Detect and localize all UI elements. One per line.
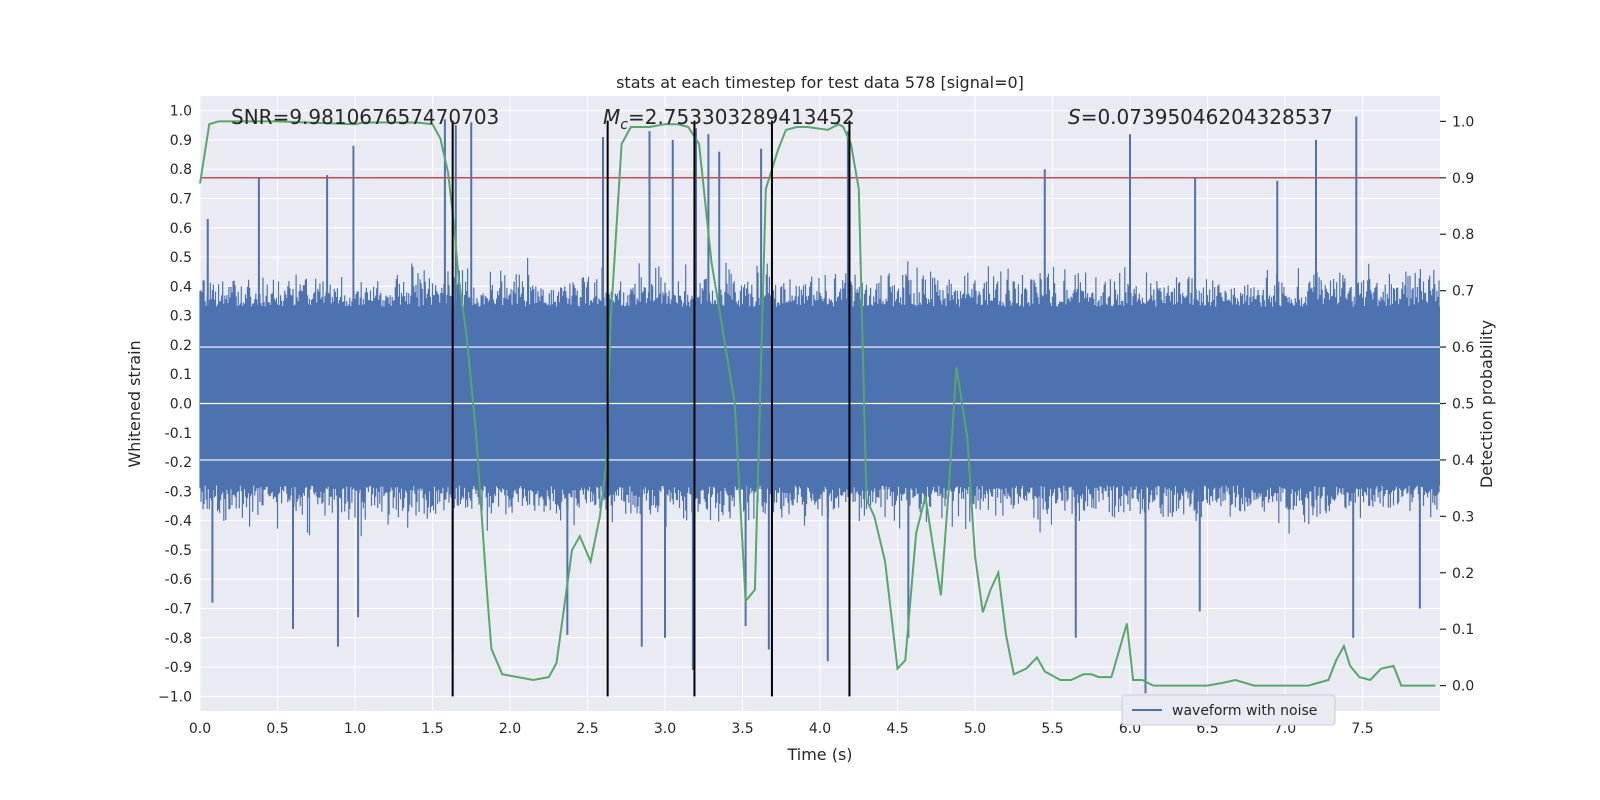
y-tick-label-left: -0.3: [165, 484, 192, 500]
y-tick-label-left: -0.6: [165, 572, 192, 588]
y-tick-label-left: 1.0: [170, 104, 192, 120]
x-tick-label: 0.0: [189, 721, 211, 737]
y-tick-label-left: 0.6: [170, 221, 192, 237]
x-tick-label: 3.5: [731, 721, 753, 737]
stat-annotation: S=0.07395046204328537: [1068, 105, 1333, 129]
x-tick-label: 4.5: [886, 721, 908, 737]
y-tick-label-right: 0.5: [1452, 397, 1474, 413]
y-tick-label-left: -0.1: [165, 426, 192, 442]
y-tick-label-left: −1.0: [158, 689, 192, 705]
probability-line: [199, 120, 1436, 687]
y-tick-label-right: 0.8: [1452, 227, 1474, 243]
x-axis-label: Time (s): [786, 745, 852, 764]
x-tick-label: 5.0: [964, 721, 986, 737]
y-tick-label-left: 0.5: [170, 250, 192, 266]
stat-annotation: Mc=2.753303289413452: [603, 105, 855, 133]
y-tick-label-left: 0.0: [170, 397, 192, 413]
x-tick-label: 2.0: [499, 721, 521, 737]
y-tick-label-right: 0.6: [1452, 340, 1474, 356]
y-tick-label-left: 0.7: [170, 192, 192, 208]
y-tick-label-right: 0.1: [1452, 622, 1474, 638]
y-tick-label-right: 0.0: [1452, 679, 1474, 695]
vertical-markers: [451, 120, 851, 697]
waveform-line: [199, 257, 1440, 537]
y-tick-label-left: 0.3: [170, 309, 192, 325]
y-tick-label-left: 0.2: [170, 338, 192, 354]
x-tick-label: 1.5: [421, 721, 443, 737]
y-tick-label-left: -0.5: [165, 543, 192, 559]
x-tick-label: 7.5: [1351, 721, 1373, 737]
y-axis-label-right: Detection probability: [1477, 320, 1496, 488]
y-tick-label-right: 0.4: [1452, 453, 1474, 469]
y-tick-label-right: 0.9: [1452, 171, 1474, 187]
y-tick-label-left: 0.4: [170, 279, 192, 295]
y-tick-label-left: 0.1: [170, 367, 192, 383]
stat-annotation: SNR=9.981067657470703: [231, 105, 499, 129]
x-tick-label: 0.5: [266, 721, 288, 737]
x-tick-label: 2.5: [576, 721, 598, 737]
y-tick-label-left: -0.8: [165, 631, 192, 647]
legend: waveform with noise: [1121, 694, 1336, 726]
y-axis-label-left: Whitened strain: [125, 340, 144, 467]
annotations: SNR=9.981067657470703 Mc=2.75330328941345…: [231, 105, 1333, 133]
y-tick-label-left: 0.8: [170, 162, 192, 178]
x-tick-label: 1.0: [344, 721, 366, 737]
waveform-series: [199, 116, 1440, 694]
x-tick-label: 4.0: [809, 721, 831, 737]
legend-box: [1121, 694, 1336, 726]
y-tick-label-right: 0.3: [1452, 509, 1474, 525]
y-tick-label-left: -0.7: [165, 602, 192, 618]
y-tick-label-left: -0.4: [165, 514, 192, 530]
x-tick-label: 3.0: [654, 721, 676, 737]
y-tick-label-left: -0.9: [165, 660, 192, 676]
y-tick-label-left: 0.9: [170, 133, 192, 149]
y-tick-label-right: 1.0: [1452, 114, 1474, 130]
y-tick-label-right: 0.7: [1452, 284, 1474, 300]
y-tick-label-left: -0.2: [165, 455, 192, 471]
detection-probability-series: [199, 120, 1436, 687]
x-tick-label: 5.5: [1041, 721, 1063, 737]
legend-label: waveform with noise: [1172, 703, 1317, 719]
y-tick-label-right: 0.2: [1452, 566, 1474, 582]
chart-title: stats at each timestep for test data 578…: [616, 73, 1024, 92]
